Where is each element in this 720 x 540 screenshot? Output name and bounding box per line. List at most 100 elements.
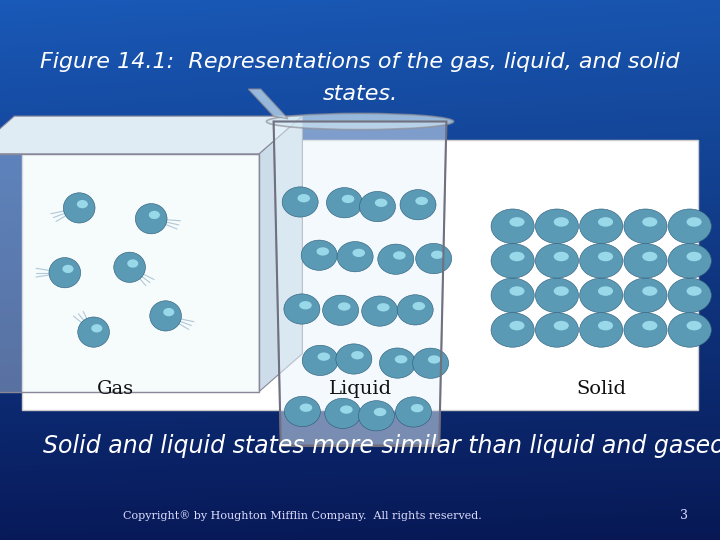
Ellipse shape — [149, 211, 160, 219]
Ellipse shape — [642, 286, 657, 296]
Ellipse shape — [302, 345, 338, 375]
Ellipse shape — [282, 187, 318, 217]
Ellipse shape — [510, 321, 524, 330]
Ellipse shape — [510, 252, 524, 261]
Ellipse shape — [580, 278, 623, 313]
Text: Solid and liquid states more similar than liquid and gaseous states: Solid and liquid states more similar tha… — [43, 434, 720, 457]
Ellipse shape — [63, 193, 95, 223]
Ellipse shape — [351, 351, 364, 360]
Ellipse shape — [375, 199, 387, 207]
Ellipse shape — [78, 317, 109, 347]
Ellipse shape — [668, 313, 711, 347]
Ellipse shape — [300, 301, 312, 309]
Ellipse shape — [379, 348, 415, 378]
Ellipse shape — [359, 192, 395, 222]
Ellipse shape — [359, 401, 395, 431]
Ellipse shape — [668, 244, 711, 278]
Ellipse shape — [624, 278, 667, 313]
Ellipse shape — [428, 355, 441, 363]
Ellipse shape — [535, 244, 579, 278]
Polygon shape — [259, 116, 302, 392]
Ellipse shape — [554, 286, 569, 296]
Ellipse shape — [397, 295, 433, 325]
Ellipse shape — [395, 355, 408, 363]
Ellipse shape — [337, 241, 373, 272]
Ellipse shape — [361, 296, 397, 326]
Ellipse shape — [297, 194, 310, 202]
Ellipse shape — [580, 209, 623, 244]
Ellipse shape — [624, 209, 667, 244]
Polygon shape — [0, 116, 302, 154]
Ellipse shape — [510, 217, 524, 227]
Ellipse shape — [127, 259, 138, 268]
Ellipse shape — [340, 406, 353, 414]
Ellipse shape — [377, 303, 390, 312]
Text: Liquid: Liquid — [328, 380, 392, 398]
Ellipse shape — [91, 324, 102, 333]
Ellipse shape — [668, 209, 711, 244]
Polygon shape — [248, 89, 288, 119]
Ellipse shape — [415, 197, 428, 205]
Ellipse shape — [49, 258, 81, 288]
Text: Gas: Gas — [96, 380, 134, 398]
Ellipse shape — [535, 313, 579, 347]
Ellipse shape — [415, 244, 451, 274]
Text: Solid: Solid — [576, 380, 626, 398]
Ellipse shape — [400, 190, 436, 220]
Ellipse shape — [491, 209, 534, 244]
Ellipse shape — [318, 353, 330, 361]
Ellipse shape — [114, 252, 145, 282]
Ellipse shape — [598, 217, 613, 227]
Ellipse shape — [598, 286, 613, 296]
Ellipse shape — [323, 295, 359, 326]
Bar — [22, 140, 698, 410]
Ellipse shape — [535, 278, 579, 313]
Ellipse shape — [63, 265, 73, 273]
Ellipse shape — [317, 247, 329, 255]
Ellipse shape — [326, 187, 362, 218]
Ellipse shape — [336, 344, 372, 374]
Ellipse shape — [338, 302, 351, 310]
Ellipse shape — [687, 217, 701, 227]
Ellipse shape — [554, 217, 569, 227]
Ellipse shape — [284, 294, 320, 324]
Text: states.: states. — [323, 84, 397, 105]
Text: Figure 14.1:  Representations of the gas, liquid, and solid: Figure 14.1: Representations of the gas,… — [40, 52, 680, 72]
Text: Copyright® by Houghton Mifflin Company.  All rights reserved.: Copyright® by Houghton Mifflin Company. … — [123, 510, 482, 521]
Ellipse shape — [580, 313, 623, 347]
Ellipse shape — [491, 313, 534, 347]
Ellipse shape — [163, 308, 174, 316]
Ellipse shape — [687, 286, 701, 296]
Ellipse shape — [374, 408, 387, 416]
Ellipse shape — [301, 240, 337, 271]
Polygon shape — [0, 154, 259, 392]
Ellipse shape — [624, 313, 667, 347]
Ellipse shape — [431, 251, 444, 259]
Ellipse shape — [642, 321, 657, 330]
Ellipse shape — [284, 396, 320, 427]
Ellipse shape — [554, 252, 569, 261]
Polygon shape — [274, 122, 446, 446]
Ellipse shape — [598, 252, 613, 261]
Ellipse shape — [510, 286, 524, 296]
Ellipse shape — [491, 244, 534, 278]
Ellipse shape — [378, 244, 414, 274]
Ellipse shape — [535, 209, 579, 244]
Ellipse shape — [342, 195, 354, 203]
Ellipse shape — [668, 278, 711, 313]
Ellipse shape — [687, 252, 701, 261]
Ellipse shape — [77, 200, 88, 208]
Ellipse shape — [580, 244, 623, 278]
Text: 3: 3 — [680, 509, 688, 522]
Ellipse shape — [266, 113, 454, 130]
Ellipse shape — [598, 321, 613, 330]
Ellipse shape — [642, 217, 657, 227]
Ellipse shape — [135, 204, 167, 234]
Ellipse shape — [624, 244, 667, 278]
Ellipse shape — [325, 399, 361, 429]
Ellipse shape — [491, 278, 534, 313]
Ellipse shape — [413, 348, 449, 379]
Ellipse shape — [642, 252, 657, 261]
Ellipse shape — [554, 321, 569, 330]
Ellipse shape — [150, 301, 181, 331]
